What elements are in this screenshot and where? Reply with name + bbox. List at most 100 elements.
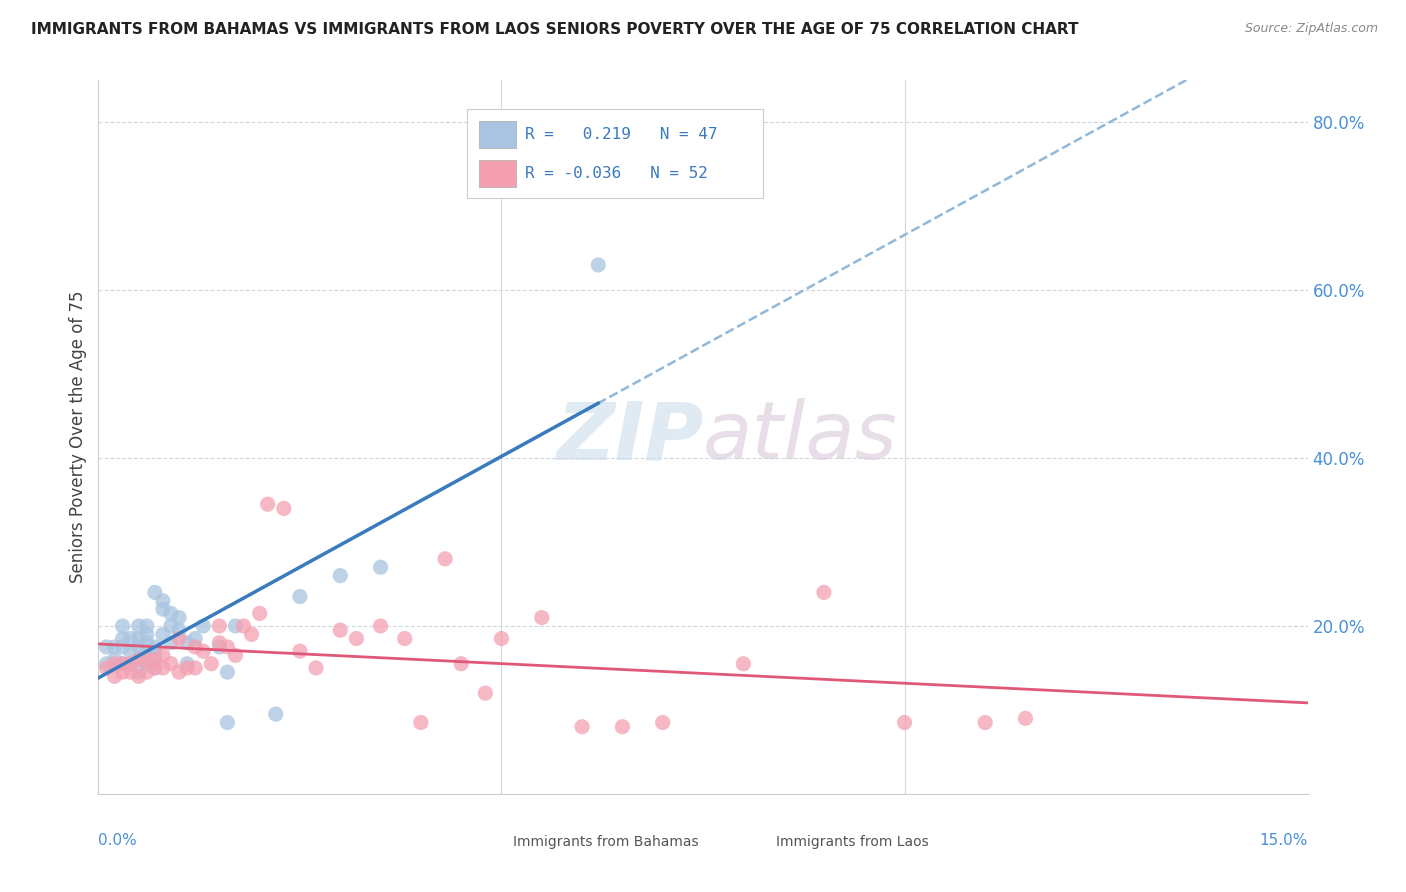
Point	[103, 652, 125, 666]
Point	[193, 644, 215, 658]
Point	[152, 602, 174, 616]
Point	[208, 640, 231, 654]
Point	[160, 607, 183, 621]
Point	[184, 632, 207, 646]
Text: 15.0%: 15.0%	[1260, 833, 1308, 848]
Point	[152, 627, 174, 641]
Point	[143, 652, 166, 666]
Point	[217, 640, 239, 654]
Point	[167, 623, 190, 637]
Bar	[479, 161, 516, 187]
Point	[167, 610, 190, 624]
Point	[143, 585, 166, 599]
Point	[491, 632, 513, 646]
Point	[200, 657, 222, 671]
Point	[208, 619, 231, 633]
Point	[111, 640, 134, 654]
Point	[232, 619, 254, 633]
Point	[329, 568, 352, 582]
Point	[217, 665, 239, 680]
Point	[974, 715, 997, 730]
Point	[128, 669, 150, 683]
Point	[96, 661, 118, 675]
Point	[103, 640, 125, 654]
Point	[128, 652, 150, 666]
Point	[128, 619, 150, 633]
Text: IMMIGRANTS FROM BAHAMAS VS IMMIGRANTS FROM LAOS SENIORS POVERTY OVER THE AGE OF : IMMIGRANTS FROM BAHAMAS VS IMMIGRANTS FR…	[31, 22, 1078, 37]
Text: Immigrants from Bahamas: Immigrants from Bahamas	[513, 835, 699, 849]
FancyBboxPatch shape	[467, 109, 763, 198]
Text: Immigrants from Laos: Immigrants from Laos	[776, 835, 928, 849]
Text: R =   0.219   N = 47: R = 0.219 N = 47	[526, 127, 717, 142]
Point	[143, 661, 166, 675]
Point	[273, 501, 295, 516]
Bar	[479, 121, 516, 148]
Point	[305, 661, 328, 675]
Point	[1014, 711, 1036, 725]
Point	[143, 640, 166, 654]
Point	[135, 619, 157, 633]
Y-axis label: Seniors Poverty Over the Age of 75: Seniors Poverty Over the Age of 75	[69, 291, 87, 583]
Point	[152, 594, 174, 608]
Point	[530, 610, 553, 624]
Point	[103, 669, 125, 683]
Point	[813, 585, 835, 599]
Point	[240, 627, 263, 641]
Point	[160, 619, 183, 633]
Point	[160, 657, 183, 671]
Point	[135, 665, 157, 680]
Point	[370, 619, 392, 633]
Point	[612, 720, 634, 734]
Point	[733, 657, 755, 671]
Point	[651, 715, 673, 730]
Text: 0.0%: 0.0%	[98, 833, 138, 848]
Point	[474, 686, 496, 700]
Point	[184, 661, 207, 675]
Point	[586, 258, 609, 272]
Point	[135, 652, 157, 666]
Point	[394, 632, 416, 646]
Point	[264, 707, 287, 722]
Point	[893, 715, 915, 730]
Bar	[479, 824, 506, 847]
Point	[120, 644, 142, 658]
Point	[111, 657, 134, 671]
Point	[434, 551, 457, 566]
Point	[409, 715, 432, 730]
Point	[128, 665, 150, 680]
Point	[224, 619, 246, 633]
Point	[288, 644, 311, 658]
Bar	[742, 824, 768, 847]
Point	[176, 657, 198, 671]
Point	[120, 632, 142, 646]
Text: ZIP: ZIP	[555, 398, 703, 476]
Point	[120, 657, 142, 671]
Point	[128, 640, 150, 654]
Point	[152, 661, 174, 675]
Point	[111, 619, 134, 633]
Point	[103, 657, 125, 671]
Point	[167, 632, 190, 646]
Point	[111, 665, 134, 680]
Text: atlas: atlas	[703, 398, 898, 476]
Point	[120, 657, 142, 671]
Point	[344, 632, 367, 646]
Point	[224, 648, 246, 663]
Point	[135, 636, 157, 650]
Point	[160, 636, 183, 650]
Point	[370, 560, 392, 574]
Point	[128, 632, 150, 646]
Point	[193, 619, 215, 633]
Point	[120, 657, 142, 671]
Point	[256, 497, 278, 511]
Point	[208, 636, 231, 650]
Point	[143, 648, 166, 663]
Point	[120, 665, 142, 680]
Point	[96, 640, 118, 654]
Point	[217, 715, 239, 730]
Point	[176, 636, 198, 650]
Point	[249, 607, 271, 621]
Point	[111, 632, 134, 646]
Point	[152, 648, 174, 663]
Point	[96, 657, 118, 671]
